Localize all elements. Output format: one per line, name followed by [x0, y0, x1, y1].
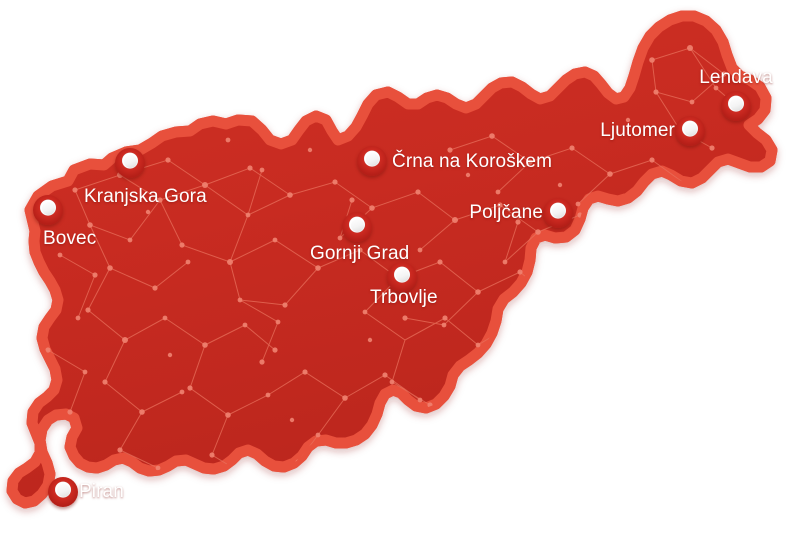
city-label-ljutomer: Ljutomer: [600, 120, 675, 141]
map-pin-dot-icon[interactable]: [342, 212, 372, 242]
map-pin-dot-icon[interactable]: [115, 148, 145, 178]
city-label-crna-na-koroskem: Črna na Koroškem: [392, 151, 553, 172]
city-label-lendava: Lendava: [699, 67, 773, 88]
map-pin-dot-icon[interactable]: [675, 116, 705, 146]
country-shape-path: [6, 10, 778, 509]
map-pin-dot-icon[interactable]: [48, 477, 78, 507]
city-label-poljcane: Poljčane: [469, 202, 543, 223]
city-label-piran: Piran: [79, 481, 124, 502]
map-pin-dot-icon[interactable]: [33, 195, 63, 225]
city-label-bovec: Bovec: [43, 228, 97, 249]
map-pin-dot-icon[interactable]: [543, 198, 573, 228]
city-label-trbovlje: Trbovlje: [370, 287, 438, 308]
map-pin-dot-icon[interactable]: [387, 262, 417, 292]
city-label-kranjska-gora: Kranjska Gora: [84, 186, 207, 207]
city-label-gornji-grad: Gornji Grad: [310, 243, 410, 264]
map-pin-dot-icon[interactable]: [357, 146, 387, 176]
map-pin-dot-icon[interactable]: [721, 91, 751, 121]
